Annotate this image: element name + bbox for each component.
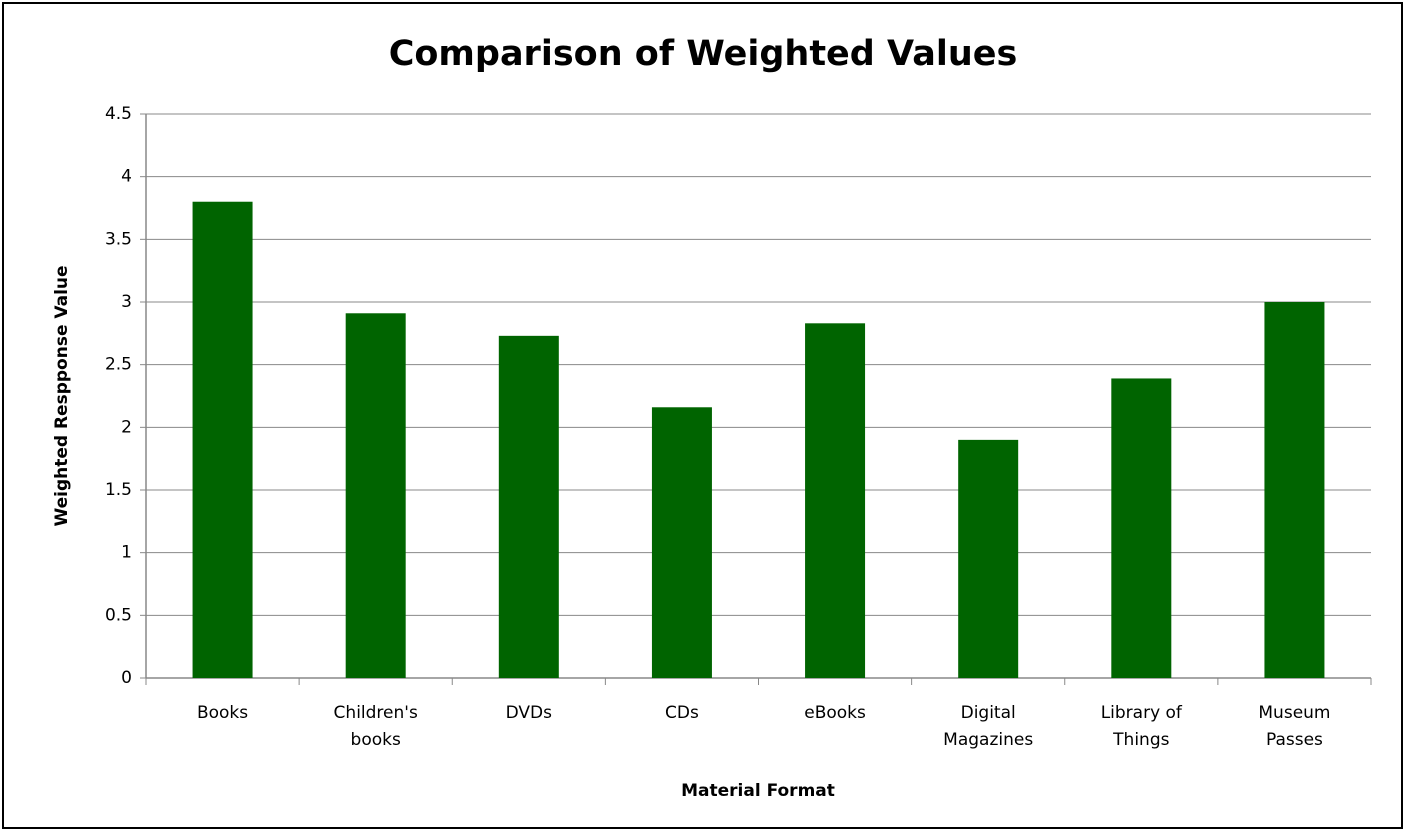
bar	[958, 439, 1019, 678]
bar	[498, 335, 559, 678]
x-tick-label: Museum Passes	[1258, 703, 1331, 750]
y-tick-label: 2	[121, 417, 132, 437]
y-tick-label: 2.5	[105, 355, 132, 375]
x-tick-label: eBooks	[804, 703, 866, 723]
y-tick-label: 0	[121, 668, 132, 688]
x-tick-label: Children's books	[333, 703, 418, 750]
y-tick-label: 1	[121, 543, 132, 563]
bar	[1111, 378, 1172, 678]
x-tick-label: Books	[196, 703, 249, 723]
bar	[1264, 302, 1325, 678]
x-tick-label: CDs	[665, 703, 699, 723]
y-axis-title: Weighted Respponse Value	[52, 265, 72, 526]
bar	[345, 313, 406, 678]
x-tick-label: Digital Magazines	[943, 703, 1034, 750]
chart-title: Comparison of Weighted Values	[389, 34, 1018, 74]
y-tick-label: 4	[121, 167, 132, 187]
x-axis-title: Material Format	[681, 781, 835, 801]
bar	[651, 407, 712, 678]
y-tick-label: 3.5	[105, 229, 132, 249]
bar	[805, 323, 866, 678]
bar	[192, 201, 253, 678]
y-tick-label: 1.5	[105, 480, 132, 500]
x-tick-label: Library of Things	[1100, 703, 1182, 750]
y-tick-label: 4.5	[105, 104, 132, 124]
y-tick-label: 3	[121, 292, 132, 312]
x-tick-label: DVDs	[505, 703, 552, 723]
y-tick-label: 0.5	[105, 605, 132, 625]
